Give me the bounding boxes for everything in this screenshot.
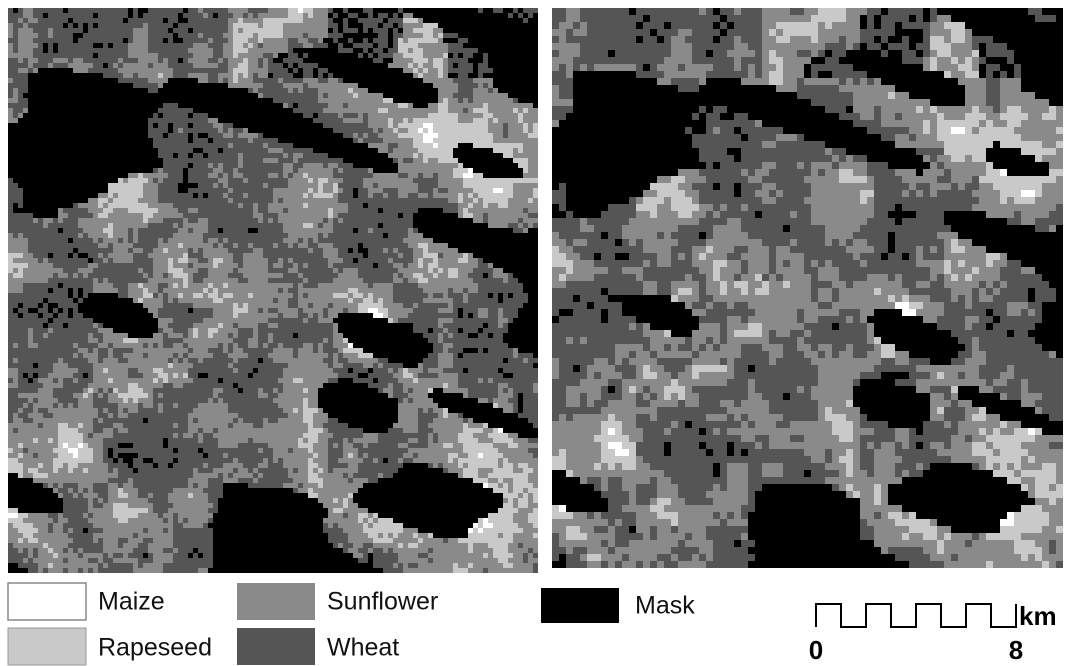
scale-unit: km: [1019, 601, 1057, 631]
legend-swatch-sunflower: [237, 583, 315, 620]
figure: Maize Sunflower Mask Rapeseed Wheat km 0…: [0, 0, 1075, 666]
legend-label: Wheat: [327, 634, 399, 662]
legend-swatch-rapeseed: [8, 628, 86, 665]
scale-end: 8: [1009, 635, 1023, 665]
legend-swatch-wheat: [237, 628, 315, 665]
legend-swatch-maize: [8, 583, 86, 620]
legend-label: Rapeseed: [98, 634, 212, 662]
scale-bar: [816, 604, 1016, 627]
classified-map-left: [8, 8, 538, 573]
legend-swatch-mask: [541, 588, 619, 623]
map-figure: Maize Sunflower Mask Rapeseed Wheat km 0…: [0, 0, 1075, 666]
classified-map-right: [552, 8, 1063, 568]
legend-label: Mask: [635, 592, 695, 620]
legend-label: Maize: [98, 588, 165, 616]
legend-label: Sunflower: [327, 588, 438, 616]
scale-start: 0: [809, 635, 823, 665]
